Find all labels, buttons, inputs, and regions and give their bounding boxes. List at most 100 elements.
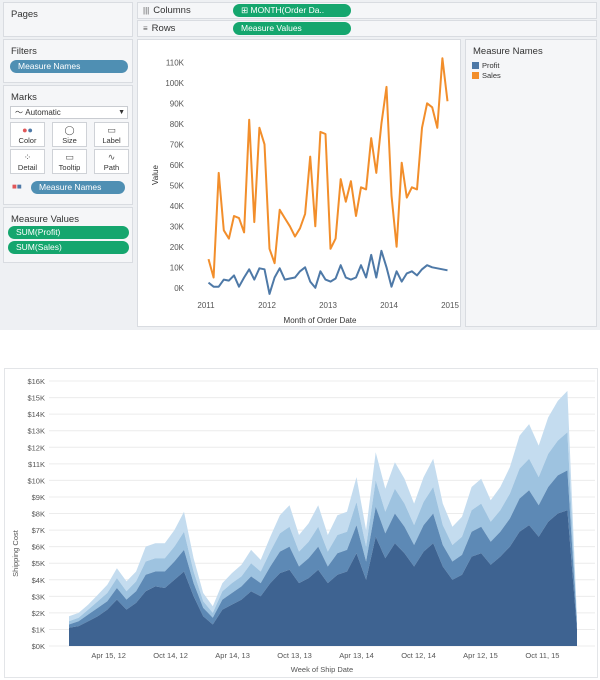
x-tick-label: Apr 13, 14 xyxy=(339,651,374,660)
y-axis-title: Value xyxy=(151,165,160,185)
color-encoding-icon: ■■ xyxy=(12,182,22,191)
measure-values-title: Measure Values xyxy=(11,214,79,225)
line-chart-view[interactable]: 0K 10K 20K 30K 40K 50K 60K 70K 80K 90K 100K 110K 201… xyxy=(137,39,461,327)
x-tick-label: Apr 15, 12 xyxy=(91,651,126,660)
x-tick-label: Oct 13, 13 xyxy=(277,651,312,660)
area-chart: $0K $1K $2K $3K $4K $5K $6K $7K $8K $9K $10K $11K $1… xyxy=(11,377,595,674)
legend-sales-label: Sales xyxy=(482,71,501,80)
y-tick-label: $11K xyxy=(28,460,45,469)
expand-icon: ⊞ xyxy=(241,5,251,15)
y-tick-label: 10K xyxy=(170,263,185,272)
path-label: Path xyxy=(103,163,120,172)
color-button[interactable]: ●● Color xyxy=(10,122,45,147)
x-tick-label: 2011 xyxy=(197,301,215,310)
x-tick-label: 2014 xyxy=(380,301,398,310)
y-tick-label: $6K xyxy=(32,543,45,552)
rows-shelf[interactable]: ≡ Rows Measure Values xyxy=(137,20,597,37)
x-axis-title: Week of Ship Date xyxy=(291,665,353,674)
y-tick-label: $2K xyxy=(32,609,45,618)
size-button[interactable]: ◯ Size xyxy=(52,122,87,147)
y-tick-label: $1K xyxy=(32,625,45,634)
y-tick-label: $3K xyxy=(32,592,45,601)
area-layer-1 xyxy=(69,510,577,646)
area-layer-4 xyxy=(69,390,577,622)
filters-title: Filters xyxy=(11,46,37,57)
series-line-sales xyxy=(207,57,449,279)
area-layer-2 xyxy=(69,470,577,630)
filters-card[interactable]: Filters Measure Names xyxy=(3,39,133,83)
rows-shelf-label: ≡ Rows xyxy=(143,23,176,34)
x-tick-label: Apr 14, 13 xyxy=(215,651,250,660)
area-layer-3 xyxy=(69,432,577,625)
measure-values-card: Measure Values SUM(Profit) SUM(Sales) xyxy=(3,207,133,263)
color-label: Color xyxy=(18,136,37,145)
marks-pill-measure-names[interactable]: Measure Names xyxy=(31,181,125,194)
y-tick-label: 30K xyxy=(170,222,185,231)
pages-title: Pages xyxy=(11,9,38,20)
color-icon: ●● xyxy=(22,125,33,135)
x-tick-label: Oct 12, 14 xyxy=(401,651,436,660)
columns-shelf-label: ||| Columns xyxy=(143,5,191,16)
rows-pill-measure-values[interactable]: Measure Values xyxy=(233,22,351,35)
y-tick-label: 0K xyxy=(174,284,184,293)
legend-item-sales[interactable]: Sales xyxy=(472,71,501,80)
columns-pill-text: MONTH(Order Da.. xyxy=(250,5,325,15)
y-tick-label: $14K xyxy=(27,410,45,419)
y-tick-label: 80K xyxy=(170,120,185,129)
detail-label: Detail xyxy=(17,163,38,172)
pill-sum-profit[interactable]: SUM(Profit) xyxy=(8,226,129,239)
area-chart-panel: $0K $1K $2K $3K $4K $5K $6K $7K $8K $9K $10K $11K $1… xyxy=(0,362,600,680)
marks-title: Marks xyxy=(11,92,37,103)
filter-pill-measure-names[interactable]: Measure Names xyxy=(10,60,128,73)
detail-icon: ⁘ xyxy=(23,152,32,162)
y-tick-label: $16K xyxy=(27,377,45,386)
columns-shelf[interactable]: ||| Columns ⊞ MONTH(Order Da.. xyxy=(137,2,597,19)
x-tick-label: 2015 xyxy=(441,301,459,310)
columns-icon: ||| xyxy=(143,6,150,15)
y-tick-label: $12K xyxy=(27,443,45,452)
y-tick-label: 20K xyxy=(170,243,185,252)
y-tick-label: $7K xyxy=(32,526,45,535)
series-line-profit xyxy=(207,249,448,295)
line-chart: 0K 10K 20K 30K 40K 50K 60K 70K 80K 90K 100K 110K 201… xyxy=(151,57,459,325)
label-label: Label xyxy=(102,136,121,145)
path-button[interactable]: ∿ Path xyxy=(94,149,129,174)
y-tick-label: 100K xyxy=(165,79,184,88)
y-tick-label: $10K xyxy=(27,476,45,485)
rows-icon: ≡ xyxy=(143,24,148,33)
tooltip-icon: ▭ xyxy=(65,152,74,162)
profit-swatch xyxy=(472,62,479,69)
tooltip-label: Tooltip xyxy=(58,163,81,172)
y-tick-label: 50K xyxy=(170,181,185,190)
y-tick-label: $4K xyxy=(32,576,45,585)
y-axis-title: Shipping Cost xyxy=(11,529,20,577)
mark-type-value: Automatic xyxy=(25,108,61,117)
label-button[interactable]: ▭ Label xyxy=(94,122,129,147)
y-tick-label: $9K xyxy=(32,493,45,502)
x-axis-title: Month of Order Date xyxy=(284,316,357,325)
columns-pill-month-order-date[interactable]: ⊞ MONTH(Order Da.. xyxy=(233,4,351,17)
label-icon: ▭ xyxy=(107,125,116,135)
legend-title: Measure Names xyxy=(473,46,543,57)
legend-card: Measure Names Profit Sales xyxy=(465,39,597,327)
area-chart-view[interactable]: $0K $1K $2K $3K $4K $5K $6K $7K $8K $9K $10K $11K $1… xyxy=(4,368,598,678)
y-tick-label: 70K xyxy=(170,140,185,149)
mark-type-dropdown[interactable]: 〜 Automatic ▼ xyxy=(10,106,128,119)
y-tick-label: 110K xyxy=(166,58,185,67)
x-tick-label: 2012 xyxy=(258,301,276,310)
pill-sum-sales[interactable]: SUM(Sales) xyxy=(8,241,129,254)
pages-card[interactable]: Pages xyxy=(3,2,133,37)
tooltip-button[interactable]: ▭ Tooltip xyxy=(52,149,87,174)
marks-card: Marks 〜 Automatic ▼ ●● Color ◯ Size ▭ La… xyxy=(3,85,133,205)
x-tick-label: Oct 14, 12 xyxy=(153,651,188,660)
legend-item-profit[interactable]: Profit xyxy=(472,61,500,70)
y-tick-label: 60K xyxy=(170,161,185,170)
y-tick-label: $13K xyxy=(27,427,45,436)
sales-swatch xyxy=(472,72,479,79)
legend-profit-label: Profit xyxy=(482,61,500,70)
path-icon: ∿ xyxy=(107,152,116,162)
detail-button[interactable]: ⁘ Detail xyxy=(10,149,45,174)
size-icon: ◯ xyxy=(64,125,75,135)
x-tick-label: Apr 12, 15 xyxy=(463,651,498,660)
x-tick-label: Oct 11, 15 xyxy=(525,651,559,660)
